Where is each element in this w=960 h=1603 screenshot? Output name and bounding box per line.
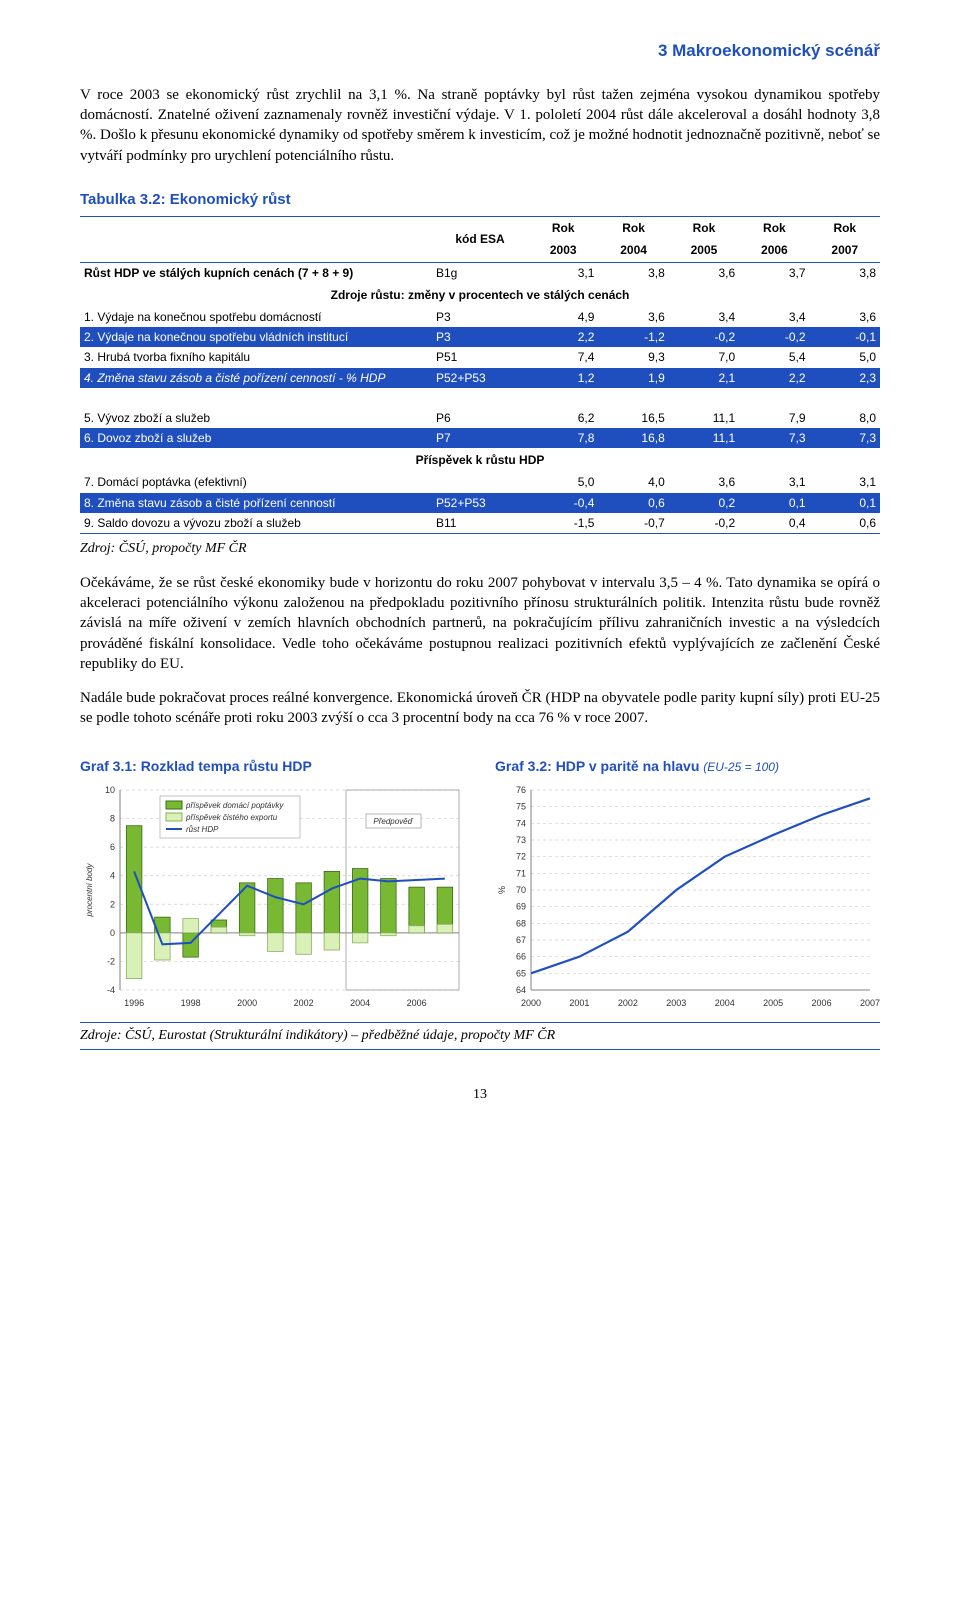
paragraph-3: Nadále bude pokračovat proces reálné kon… [80,688,880,729]
svg-text:procentní body: procentní body [85,862,94,917]
section-header: 3 Makroekonomický scénář [80,40,880,63]
svg-text:6: 6 [110,842,115,852]
svg-text:65: 65 [516,968,526,978]
svg-text:68: 68 [516,918,526,928]
table-row: 7. Domácí poptávka (efektivní)5,04,03,63… [80,472,880,492]
svg-text:0: 0 [110,927,115,937]
table-row: Příspěvek k růstu HDP [80,448,880,472]
svg-text:4: 4 [110,870,115,880]
table-row: 8. Změna stavu zásob a čisté pořízení ce… [80,493,880,513]
svg-text:2001: 2001 [569,998,589,1008]
svg-text:76: 76 [516,785,526,795]
svg-text:2002: 2002 [618,998,638,1008]
table-row: 1. Výdaje na konečnou spotřebu domácnost… [80,307,880,327]
svg-text:74: 74 [516,818,526,828]
svg-text:růst HDP: růst HDP [186,825,219,834]
table-row: 6. Dovoz zboží a služebP77,816,811,17,37… [80,428,880,448]
table-source: Zdroj: ČSÚ, propočty MF ČR [80,540,880,559]
svg-text:příspěvek čistého exportu: příspěvek čistého exportu [185,813,278,822]
svg-text:2002: 2002 [294,998,314,1008]
svg-text:10: 10 [105,785,115,795]
page-number: 13 [80,1086,880,1105]
table-row: 4. Změna stavu zásob a čisté pořízení ce… [80,368,880,388]
svg-text:66: 66 [516,951,526,961]
table-row [80,388,880,408]
svg-text:2007: 2007 [860,998,880,1008]
svg-text:67: 67 [516,935,526,945]
table-title: Tabulka 3.2: Ekonomický růst [80,190,880,210]
chart-1: -4 -2 0 2 4 6 8 10 Předpověď 1996 1998 2000 2002 2004… [80,782,465,1012]
table-row: 3. Hrubá tvorba fixního kapitáluP517,49,… [80,347,880,367]
svg-text:69: 69 [516,901,526,911]
svg-text:2004: 2004 [715,998,735,1008]
svg-text:73: 73 [516,835,526,845]
svg-text:2005: 2005 [763,998,783,1008]
paragraph-2: Očekáváme, že se růst české ekonomiky bu… [80,573,880,674]
svg-text:2000: 2000 [237,998,257,1008]
svg-text:2: 2 [110,899,115,909]
svg-text:-4: -4 [107,985,115,995]
charts-source: Zdroje: ČSÚ, Eurostat (Strukturální indi… [80,1027,880,1050]
svg-text:příspěvek domácí poptávky: příspěvek domácí poptávky [185,801,284,810]
svg-text:64: 64 [516,985,526,995]
svg-text:2006: 2006 [407,998,427,1008]
svg-text:71: 71 [516,868,526,878]
svg-text:1998: 1998 [181,998,201,1008]
svg-text:Předpověď: Předpověď [373,817,413,826]
table-row: Zdroje růstu: změny v procentech ve stál… [80,283,880,307]
svg-text:75: 75 [516,801,526,811]
svg-text:2000: 2000 [521,998,541,1008]
svg-text:2006: 2006 [812,998,832,1008]
paragraph-1: V roce 2003 se ekonomický růst zrychlil … [80,85,880,166]
chart-2: 64 65 66 67 68 69 70 71 72 73 74 75 76 2000 2001 2002 20… [495,782,880,1012]
table-row: Růst HDP ve stálých kupních cenách (7 + … [80,262,880,283]
svg-text:70: 70 [516,885,526,895]
table-3-2: kód ESARokRokRokRokRok200320042005200620… [80,216,880,534]
chart-2-title: Graf 3.2: HDP v paritě na hlavu (EU-25 =… [495,757,880,776]
svg-text:72: 72 [516,851,526,861]
svg-text:8: 8 [110,813,115,823]
svg-text:2004: 2004 [350,998,370,1008]
svg-text:%: % [497,886,507,894]
chart-1-title: Graf 3.1: Rozklad tempa růstu HDP [80,757,465,776]
svg-text:-2: -2 [107,956,115,966]
table-row: 9. Saldo dovozu a vývozu zboží a služebB… [80,513,880,534]
table-row: 5. Vývoz zboží a služebP66,216,511,17,98… [80,408,880,428]
svg-text:1996: 1996 [124,998,144,1008]
table-row: 2. Výdaje na konečnou spotřebu vládních … [80,327,880,347]
svg-text:2003: 2003 [666,998,686,1008]
